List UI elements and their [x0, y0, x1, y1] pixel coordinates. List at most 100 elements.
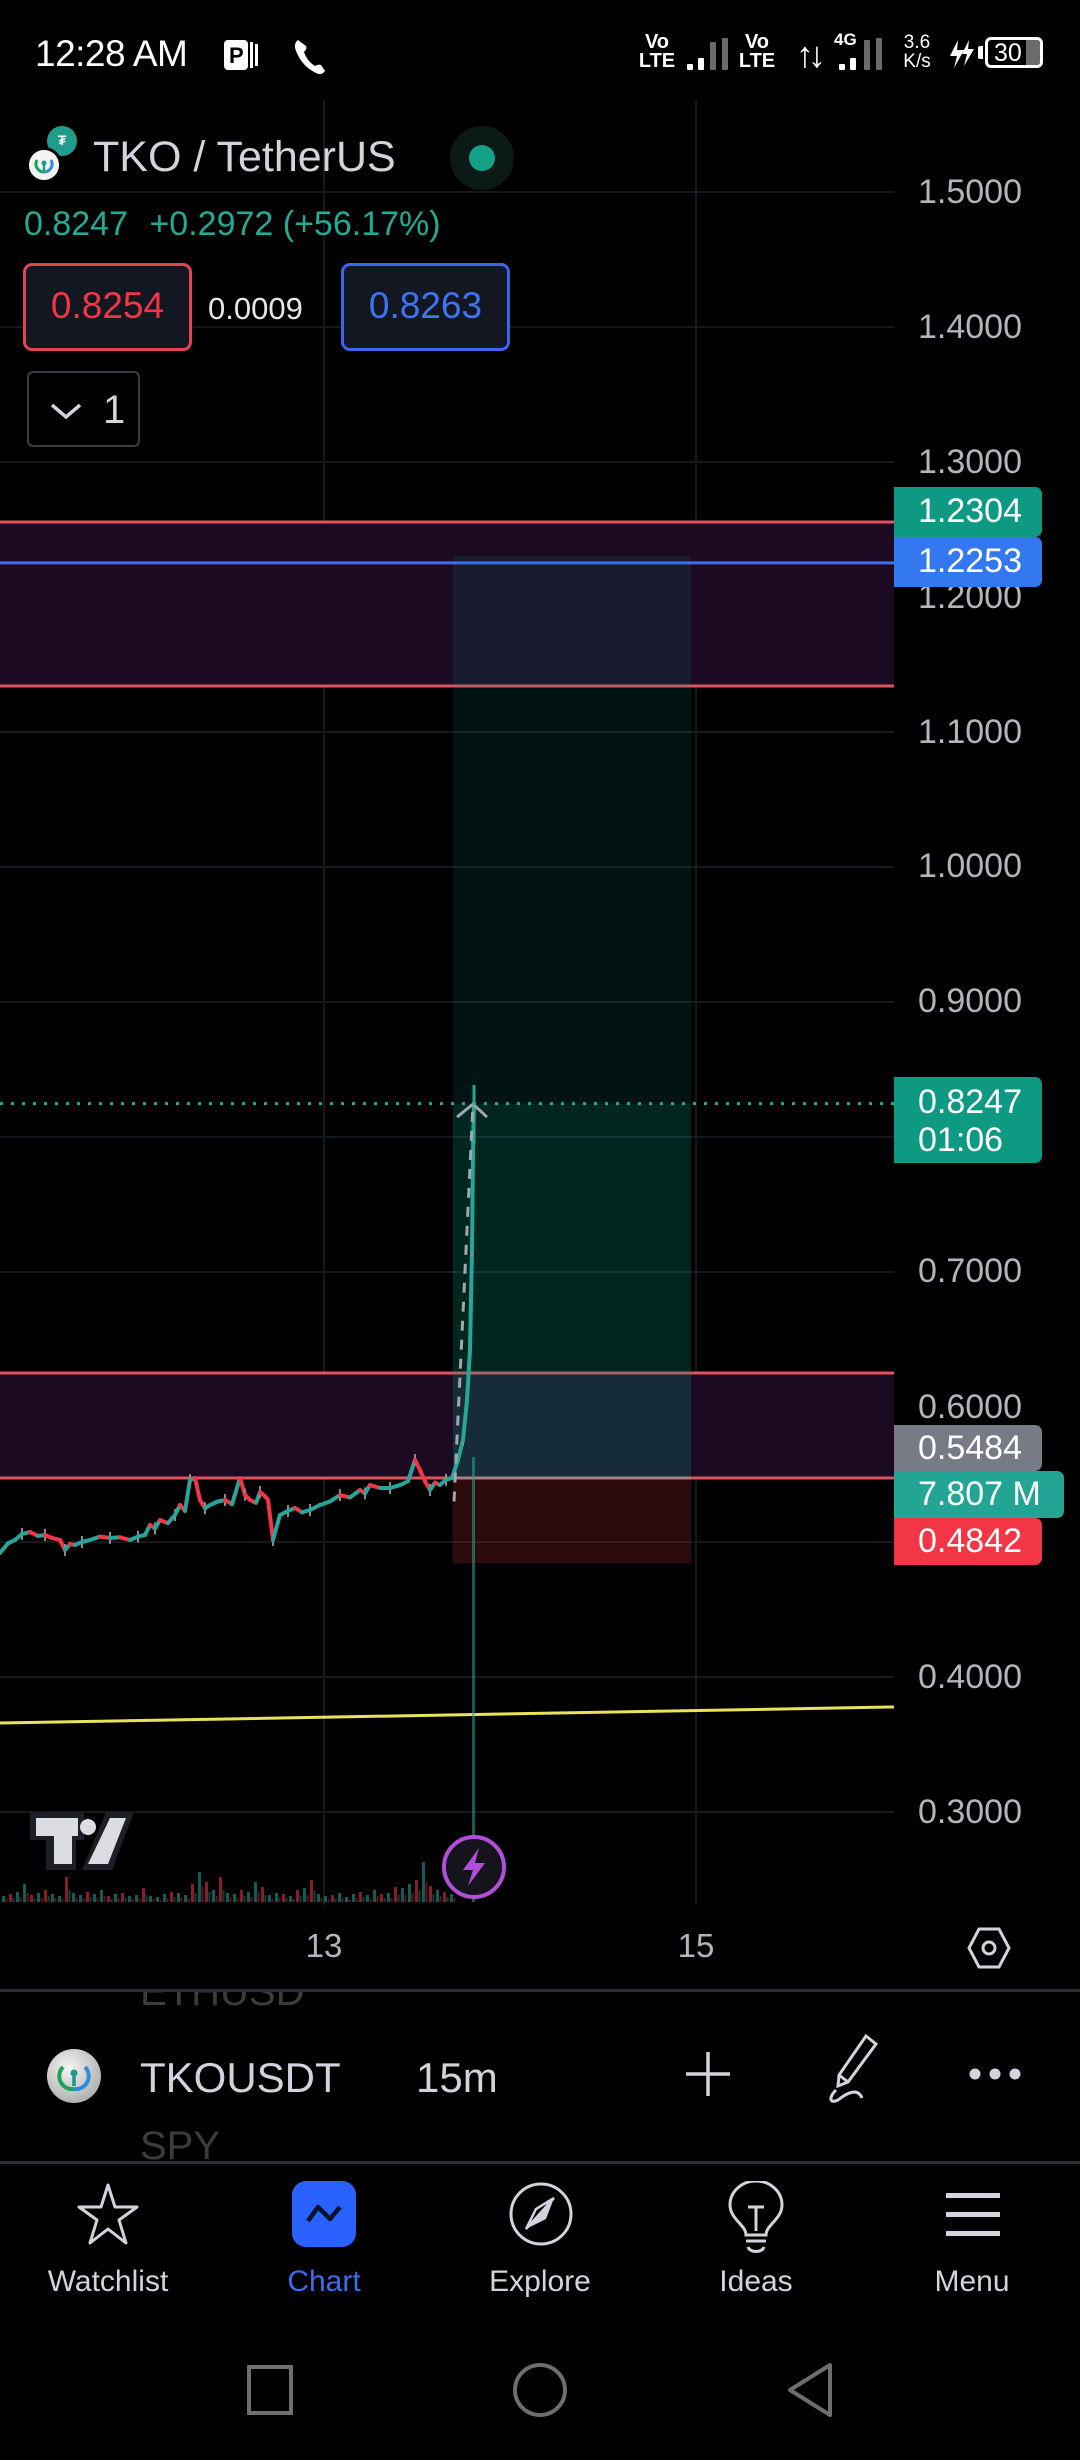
volume-bar: [425, 1882, 428, 1902]
charging-icon: [950, 40, 974, 68]
volume-bar: [86, 1892, 89, 1902]
candle-segment: [468, 1247, 474, 1353]
volume-bar: [289, 1896, 292, 1902]
volte-sim1: Vo LTE: [636, 31, 678, 72]
volume-bar: [110, 1899, 113, 1902]
volume-bar: [261, 1887, 264, 1902]
volume-bar: [198, 1872, 201, 1902]
candle-segment: [0, 1541, 10, 1555]
recent-apps-icon[interactable]: [244, 2362, 296, 2418]
volume-bar: [446, 1897, 449, 1902]
lightning-icon: [463, 1848, 485, 1886]
add-icon[interactable]: [682, 2044, 734, 2104]
network-type: 4G: [834, 30, 857, 49]
volume-bar: [37, 1893, 40, 1902]
time-axis-label: 13: [305, 1927, 343, 1964]
volte-top: Vo: [644, 31, 670, 53]
volume-bar: [2, 1896, 5, 1902]
chart-settings-icon[interactable]: [966, 1925, 1012, 1971]
nav-label: Explore: [489, 2265, 591, 2298]
nav-explore[interactable]: Explore: [432, 2165, 648, 2330]
more-options-icon[interactable]: [966, 2064, 1024, 2084]
candle-segment: [193, 1476, 202, 1503]
volume-bar: [418, 1891, 421, 1902]
volume-bar: [359, 1892, 362, 1902]
axis-tick: 1.1000: [918, 713, 1022, 751]
event-lightning-button[interactable]: [441, 1834, 507, 1900]
buy-button[interactable]: 0.8263: [341, 263, 510, 351]
volume-bar: [166, 1898, 169, 1902]
volume-bar: [159, 1899, 162, 1902]
candle-segment: [418, 1468, 427, 1484]
lightbulb-icon: [728, 2181, 784, 2253]
bar-countdown: 01:06: [918, 1121, 1004, 1159]
svg-text:P: P: [229, 43, 244, 68]
supply-zone: [0, 1372, 894, 1479]
sell-button[interactable]: 0.8254: [23, 263, 192, 351]
nav-menu[interactable]: Menu: [864, 2165, 1080, 2330]
nav-label: Ideas: [719, 2265, 793, 2298]
volte-sim2: Vo LTE: [736, 32, 778, 71]
volume-bar: [331, 1895, 334, 1902]
ghost-symbol-above: ETHUSD: [140, 1992, 305, 2014]
volume-bar: [383, 1898, 386, 1902]
interval-selector[interactable]: 15m: [416, 2054, 498, 2101]
axis-tick: 0.4000: [918, 1658, 1022, 1696]
projection-arrow: [452, 1103, 475, 1502]
nav-chart[interactable]: Chart: [216, 2165, 432, 2330]
volume-bar: [257, 1892, 260, 1902]
volume-bar: [40, 1897, 43, 1902]
volume-bar: [135, 1895, 138, 1902]
position-stop-area: [453, 1478, 691, 1564]
symbol-selector[interactable]: TKOUSDT: [140, 2054, 341, 2101]
ghost-symbol-below: SPY: [140, 2124, 221, 2162]
volume-bar: [453, 1898, 456, 1902]
back-icon[interactable]: [782, 2360, 838, 2420]
volume-bar: [432, 1894, 435, 1902]
volume-bar: [170, 1892, 173, 1902]
nav-ideas[interactable]: Ideas: [648, 2165, 864, 2330]
nav-watchlist[interactable]: Watchlist: [0, 2165, 216, 2330]
volume-bar: [373, 1890, 376, 1902]
volume-bar: [184, 1895, 187, 1902]
volume-bar: [285, 1898, 288, 1902]
volume-bar: [334, 1898, 337, 1902]
volume-bar: [61, 1899, 64, 1902]
volume-bar: [369, 1898, 372, 1902]
volume-bar: [222, 1889, 225, 1902]
supply-zone: [0, 521, 894, 686]
volume-bar: [320, 1898, 323, 1902]
axis-tick: 0.7000: [918, 1252, 1022, 1290]
volte-bottom: LTE: [638, 50, 676, 72]
volume-bar: [226, 1893, 229, 1902]
volume-bar: [264, 1894, 267, 1902]
volume-bar: [387, 1893, 390, 1902]
compass-icon: [509, 2182, 573, 2246]
home-icon[interactable]: [510, 2360, 570, 2420]
market-status-button[interactable]: [450, 126, 514, 190]
position-realized-area: [453, 1103, 691, 1479]
parking-app-icon: P: [224, 40, 258, 70]
indicators-collapse-button[interactable]: 1: [27, 371, 140, 447]
volume-bar: [208, 1892, 211, 1902]
volume-label: 7.807 M: [894, 1471, 1064, 1518]
volume-bar: [103, 1896, 106, 1902]
volume-bar: [215, 1896, 218, 1902]
volume-bar: [411, 1893, 414, 1902]
trendline: [0, 1705, 895, 1725]
volume-bar: [415, 1880, 418, 1902]
drawing-pencil-icon[interactable]: [822, 2032, 886, 2108]
volume-bar: [250, 1897, 253, 1902]
volume-bar: [121, 1893, 124, 1902]
axis-tick: 0.9000: [918, 982, 1022, 1020]
battery-nub: [978, 46, 983, 59]
candle-segment: [470, 1147, 475, 1252]
last-price-label: 0.8247 01:06: [894, 1077, 1042, 1163]
battery-icon: 30: [985, 37, 1043, 68]
price-chart[interactable]: [0, 0, 1080, 1990]
volume-bar: [194, 1893, 197, 1902]
nav-label: Watchlist: [47, 2265, 169, 2298]
symbol-title[interactable]: TKO / TetherUS: [93, 133, 396, 181]
last-price: 0.8247: [24, 205, 128, 243]
spread-value: 0.0009: [208, 291, 303, 326]
